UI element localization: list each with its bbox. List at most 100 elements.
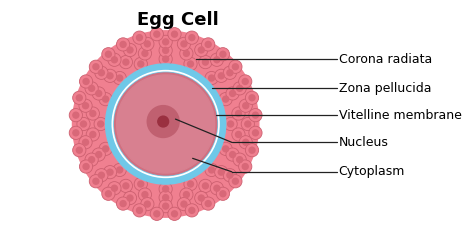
- Circle shape: [117, 75, 215, 173]
- Circle shape: [226, 148, 239, 161]
- Circle shape: [195, 43, 208, 57]
- Circle shape: [85, 153, 98, 166]
- Circle shape: [235, 131, 242, 138]
- Circle shape: [137, 180, 145, 188]
- Circle shape: [119, 200, 127, 207]
- Circle shape: [215, 166, 228, 179]
- Circle shape: [162, 55, 169, 63]
- Circle shape: [185, 204, 199, 217]
- Circle shape: [106, 72, 114, 80]
- Circle shape: [222, 95, 229, 103]
- Circle shape: [159, 44, 172, 57]
- Circle shape: [115, 73, 217, 175]
- Circle shape: [239, 99, 252, 112]
- Circle shape: [227, 120, 234, 128]
- Circle shape: [80, 75, 93, 88]
- Circle shape: [218, 72, 225, 80]
- Circle shape: [239, 136, 252, 149]
- Circle shape: [159, 182, 172, 196]
- Circle shape: [238, 75, 252, 88]
- Circle shape: [80, 160, 93, 173]
- Circle shape: [219, 93, 232, 106]
- Circle shape: [185, 31, 199, 44]
- Circle shape: [242, 78, 249, 85]
- Circle shape: [198, 46, 205, 54]
- Circle shape: [119, 56, 133, 69]
- Circle shape: [95, 151, 102, 158]
- Text: Corona radiata: Corona radiata: [338, 53, 432, 65]
- Circle shape: [116, 166, 123, 174]
- Circle shape: [69, 126, 82, 139]
- Circle shape: [223, 169, 237, 182]
- Circle shape: [79, 99, 92, 112]
- Circle shape: [95, 66, 108, 79]
- Circle shape: [102, 187, 115, 200]
- Circle shape: [82, 78, 90, 85]
- Circle shape: [69, 109, 82, 122]
- Circle shape: [226, 69, 234, 76]
- Circle shape: [177, 197, 191, 211]
- Circle shape: [127, 46, 134, 54]
- Circle shape: [123, 43, 137, 57]
- Circle shape: [92, 148, 105, 161]
- Circle shape: [249, 109, 262, 122]
- Circle shape: [89, 175, 102, 188]
- Circle shape: [213, 56, 220, 63]
- Circle shape: [111, 56, 118, 63]
- Circle shape: [127, 194, 134, 202]
- Circle shape: [136, 34, 143, 41]
- Circle shape: [233, 82, 246, 95]
- Circle shape: [229, 60, 242, 73]
- Circle shape: [95, 90, 102, 97]
- Circle shape: [77, 117, 90, 131]
- Circle shape: [232, 107, 245, 120]
- Circle shape: [222, 145, 229, 153]
- Circle shape: [147, 106, 179, 137]
- Circle shape: [187, 180, 194, 188]
- Circle shape: [180, 40, 188, 48]
- Circle shape: [242, 139, 249, 146]
- Circle shape: [229, 175, 242, 188]
- Text: Nucleus: Nucleus: [338, 136, 388, 149]
- Circle shape: [205, 71, 218, 85]
- Circle shape: [208, 166, 215, 174]
- Circle shape: [249, 126, 262, 139]
- Circle shape: [219, 51, 227, 58]
- Circle shape: [82, 102, 89, 109]
- Circle shape: [80, 120, 87, 128]
- Circle shape: [122, 59, 129, 66]
- Circle shape: [252, 112, 259, 119]
- Circle shape: [106, 64, 226, 184]
- Circle shape: [159, 52, 172, 66]
- Circle shape: [219, 142, 232, 155]
- Circle shape: [150, 28, 164, 41]
- Circle shape: [133, 204, 146, 217]
- Circle shape: [141, 197, 154, 211]
- Circle shape: [138, 188, 152, 201]
- Circle shape: [141, 37, 154, 51]
- Text: Egg Cell: Egg Cell: [137, 11, 219, 29]
- Circle shape: [182, 50, 190, 57]
- Circle shape: [202, 182, 209, 189]
- Circle shape: [195, 191, 208, 205]
- Circle shape: [153, 210, 161, 217]
- Circle shape: [159, 35, 172, 48]
- Circle shape: [241, 117, 255, 131]
- Circle shape: [94, 117, 107, 131]
- Circle shape: [210, 182, 223, 195]
- Circle shape: [86, 107, 100, 120]
- Circle shape: [92, 178, 100, 185]
- Circle shape: [188, 207, 195, 214]
- Circle shape: [92, 87, 105, 100]
- Circle shape: [236, 156, 243, 163]
- Circle shape: [242, 102, 249, 109]
- Text: Cytoplasm: Cytoplasm: [338, 165, 405, 178]
- Circle shape: [204, 41, 212, 48]
- Circle shape: [182, 191, 190, 198]
- Circle shape: [102, 95, 109, 103]
- Circle shape: [168, 28, 181, 41]
- Circle shape: [248, 94, 255, 101]
- Circle shape: [88, 85, 95, 92]
- Circle shape: [117, 197, 130, 210]
- Circle shape: [138, 47, 152, 60]
